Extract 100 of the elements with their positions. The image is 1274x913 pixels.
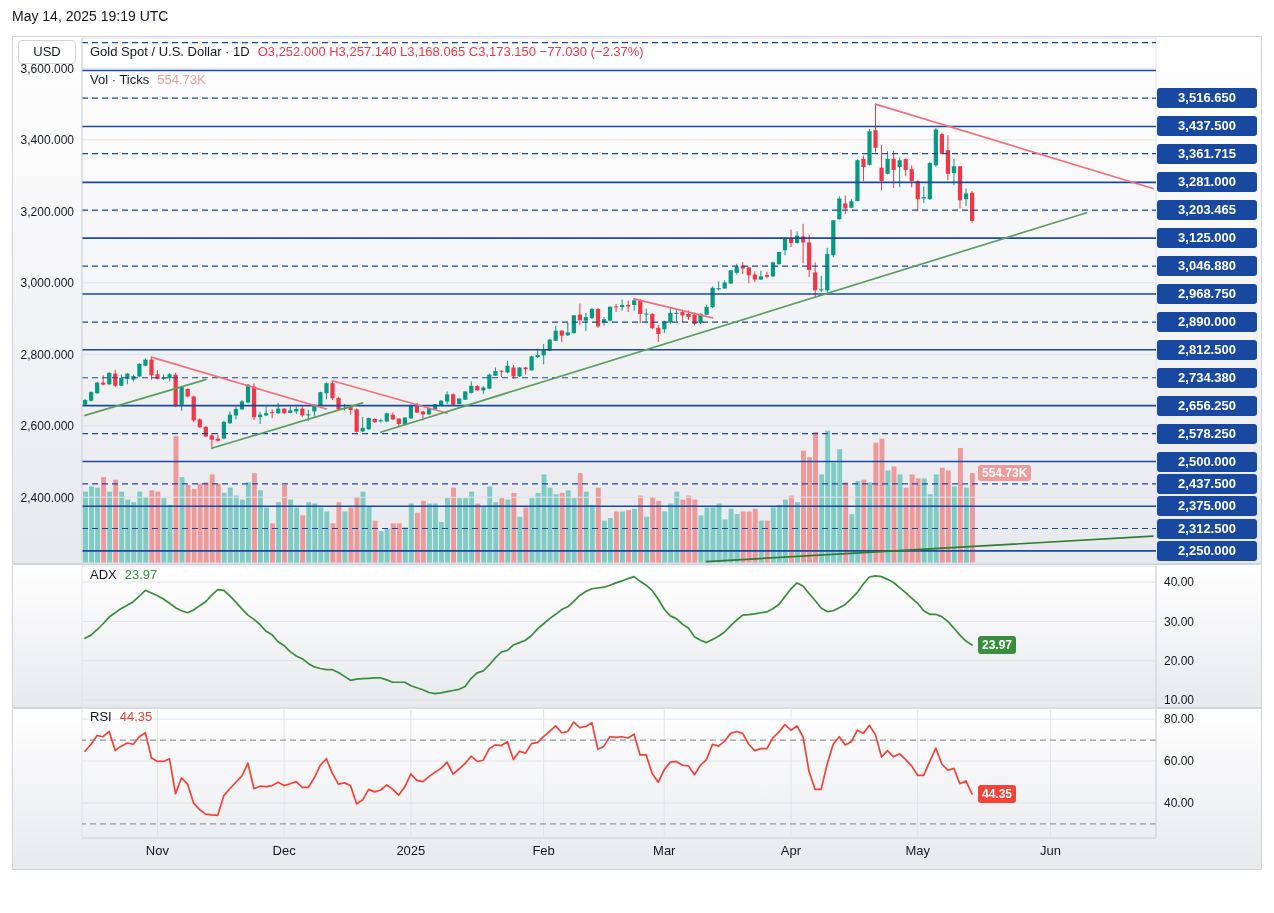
y-tick-label: 30.00 [1164, 614, 1195, 629]
candlestick [445, 390, 450, 405]
data-label: 23.97 [977, 636, 1016, 655]
ref-line-label: 3,125.000 [1157, 228, 1257, 249]
ref-line-label: 2,578.250 [1157, 423, 1257, 444]
ref-line-label: 2,437.500 [1157, 473, 1257, 494]
x-tick-label: May [905, 843, 931, 859]
bar [957, 447, 963, 563]
bar [867, 482, 873, 563]
y-tick-label: 2,600.000 [20, 419, 75, 434]
bar [620, 511, 625, 563]
candlestick [951, 158, 957, 186]
ref-line-label: 3,361.715 [1157, 143, 1257, 164]
bar [951, 486, 957, 563]
bar [348, 507, 354, 563]
bar [282, 484, 288, 563]
ref-line-label: 3,046.880 [1157, 256, 1257, 277]
bar [366, 506, 372, 563]
bar [613, 511, 619, 563]
y-tick-label: 10.00 [1164, 693, 1195, 708]
chart-title: ADX [90, 567, 117, 582]
ref-line-label: 2,656.250 [1157, 395, 1257, 416]
line-series [84, 721, 973, 817]
ref-line-label: 2,812.500 [1157, 339, 1257, 360]
bar [499, 498, 505, 563]
x-tick-label: Jun [1039, 843, 1061, 859]
x-tick-label: Apr [780, 843, 802, 859]
bar [559, 492, 565, 563]
ref-line-label: 3,281.000 [1157, 172, 1257, 193]
bar [626, 510, 631, 563]
bar [270, 523, 275, 563]
bar [861, 479, 867, 563]
candlestick [909, 164, 914, 188]
y-tick-label: 3,200.000 [20, 204, 75, 219]
ref-line-label: 2,500.000 [1157, 451, 1257, 472]
ref-line-label: 2,890.000 [1157, 312, 1257, 333]
chart-title: RSI [90, 709, 112, 724]
ref-line-label: 2,375.000 [1157, 496, 1257, 517]
y-tick-label: 40.00 [1164, 796, 1195, 811]
chart-subtitle: 554.73K [157, 72, 206, 87]
bar [644, 516, 650, 563]
bar [885, 470, 891, 563]
bar [523, 507, 529, 563]
x-tick-label: 2025 [396, 843, 426, 859]
y-tick-label: 60.00 [1164, 754, 1195, 769]
x-tick-label: Nov [145, 843, 170, 859]
bar [101, 477, 107, 563]
candlestick [758, 270, 763, 281]
data-label: 44.35 [977, 784, 1016, 803]
bar [342, 511, 348, 563]
candlestick [861, 155, 866, 182]
y-tick-label: 3,400.000 [20, 133, 75, 148]
candlestick [583, 312, 589, 332]
candlestick [879, 144, 884, 191]
ref-line-label: 2,312.500 [1157, 518, 1257, 539]
bar [595, 487, 601, 563]
y-axis-title: USD [33, 44, 61, 59]
y-tick-label: 2,400.000 [20, 490, 75, 505]
text: Gold Spot / U.S. Dollar · 1D [90, 44, 250, 59]
ref-line-label: 3,437.500 [1157, 116, 1257, 137]
candlestick [330, 380, 335, 401]
text: May 14, 2025 19:19 UTC [12, 8, 169, 24]
candlestick [891, 150, 896, 189]
candlestick [837, 195, 842, 221]
x-tick-label: Feb [532, 843, 555, 859]
candlestick [752, 270, 757, 283]
bar [632, 508, 638, 563]
bar [505, 499, 511, 563]
ref-line-label: 2,250.000 [1157, 540, 1257, 561]
bar [107, 491, 113, 563]
bar [638, 495, 644, 563]
candlestick [613, 303, 619, 313]
ref-line-label: 3,203.465 [1157, 200, 1257, 221]
candlestick [945, 134, 951, 181]
candlestick [813, 261, 818, 299]
bar [577, 473, 583, 563]
bar [372, 520, 378, 563]
candlestick [897, 156, 902, 188]
bar [451, 487, 456, 563]
text: O3,252.000 H3,257.140 L3,168.065 C3,173.150 −77.030 (−2.37%) [257, 44, 644, 59]
y-tick-label: 20.00 [1164, 653, 1195, 668]
candlestick [843, 195, 848, 215]
candlestick [963, 187, 969, 207]
ref-line-label: 2,968.750 [1157, 283, 1257, 304]
y-tick-label: 80.00 [1164, 712, 1195, 727]
bar [251, 473, 257, 563]
ref-line-label: 2,734.380 [1157, 367, 1257, 388]
x-tick-label: Mar [653, 843, 677, 859]
annotation: 554.73K [977, 465, 1032, 482]
y-tick-label: 2,800.000 [20, 347, 75, 362]
candlestick [191, 395, 196, 423]
bar [300, 515, 306, 563]
candlestick [764, 271, 770, 279]
candlestick [873, 103, 878, 153]
y-tick-label: 40.00 [1164, 575, 1195, 590]
bar [529, 498, 535, 563]
chart-subtitle: 44.35 [119, 709, 153, 724]
y-tick-label: 3,000.000 [20, 276, 75, 291]
bar [276, 502, 282, 563]
candlestick [885, 150, 890, 176]
